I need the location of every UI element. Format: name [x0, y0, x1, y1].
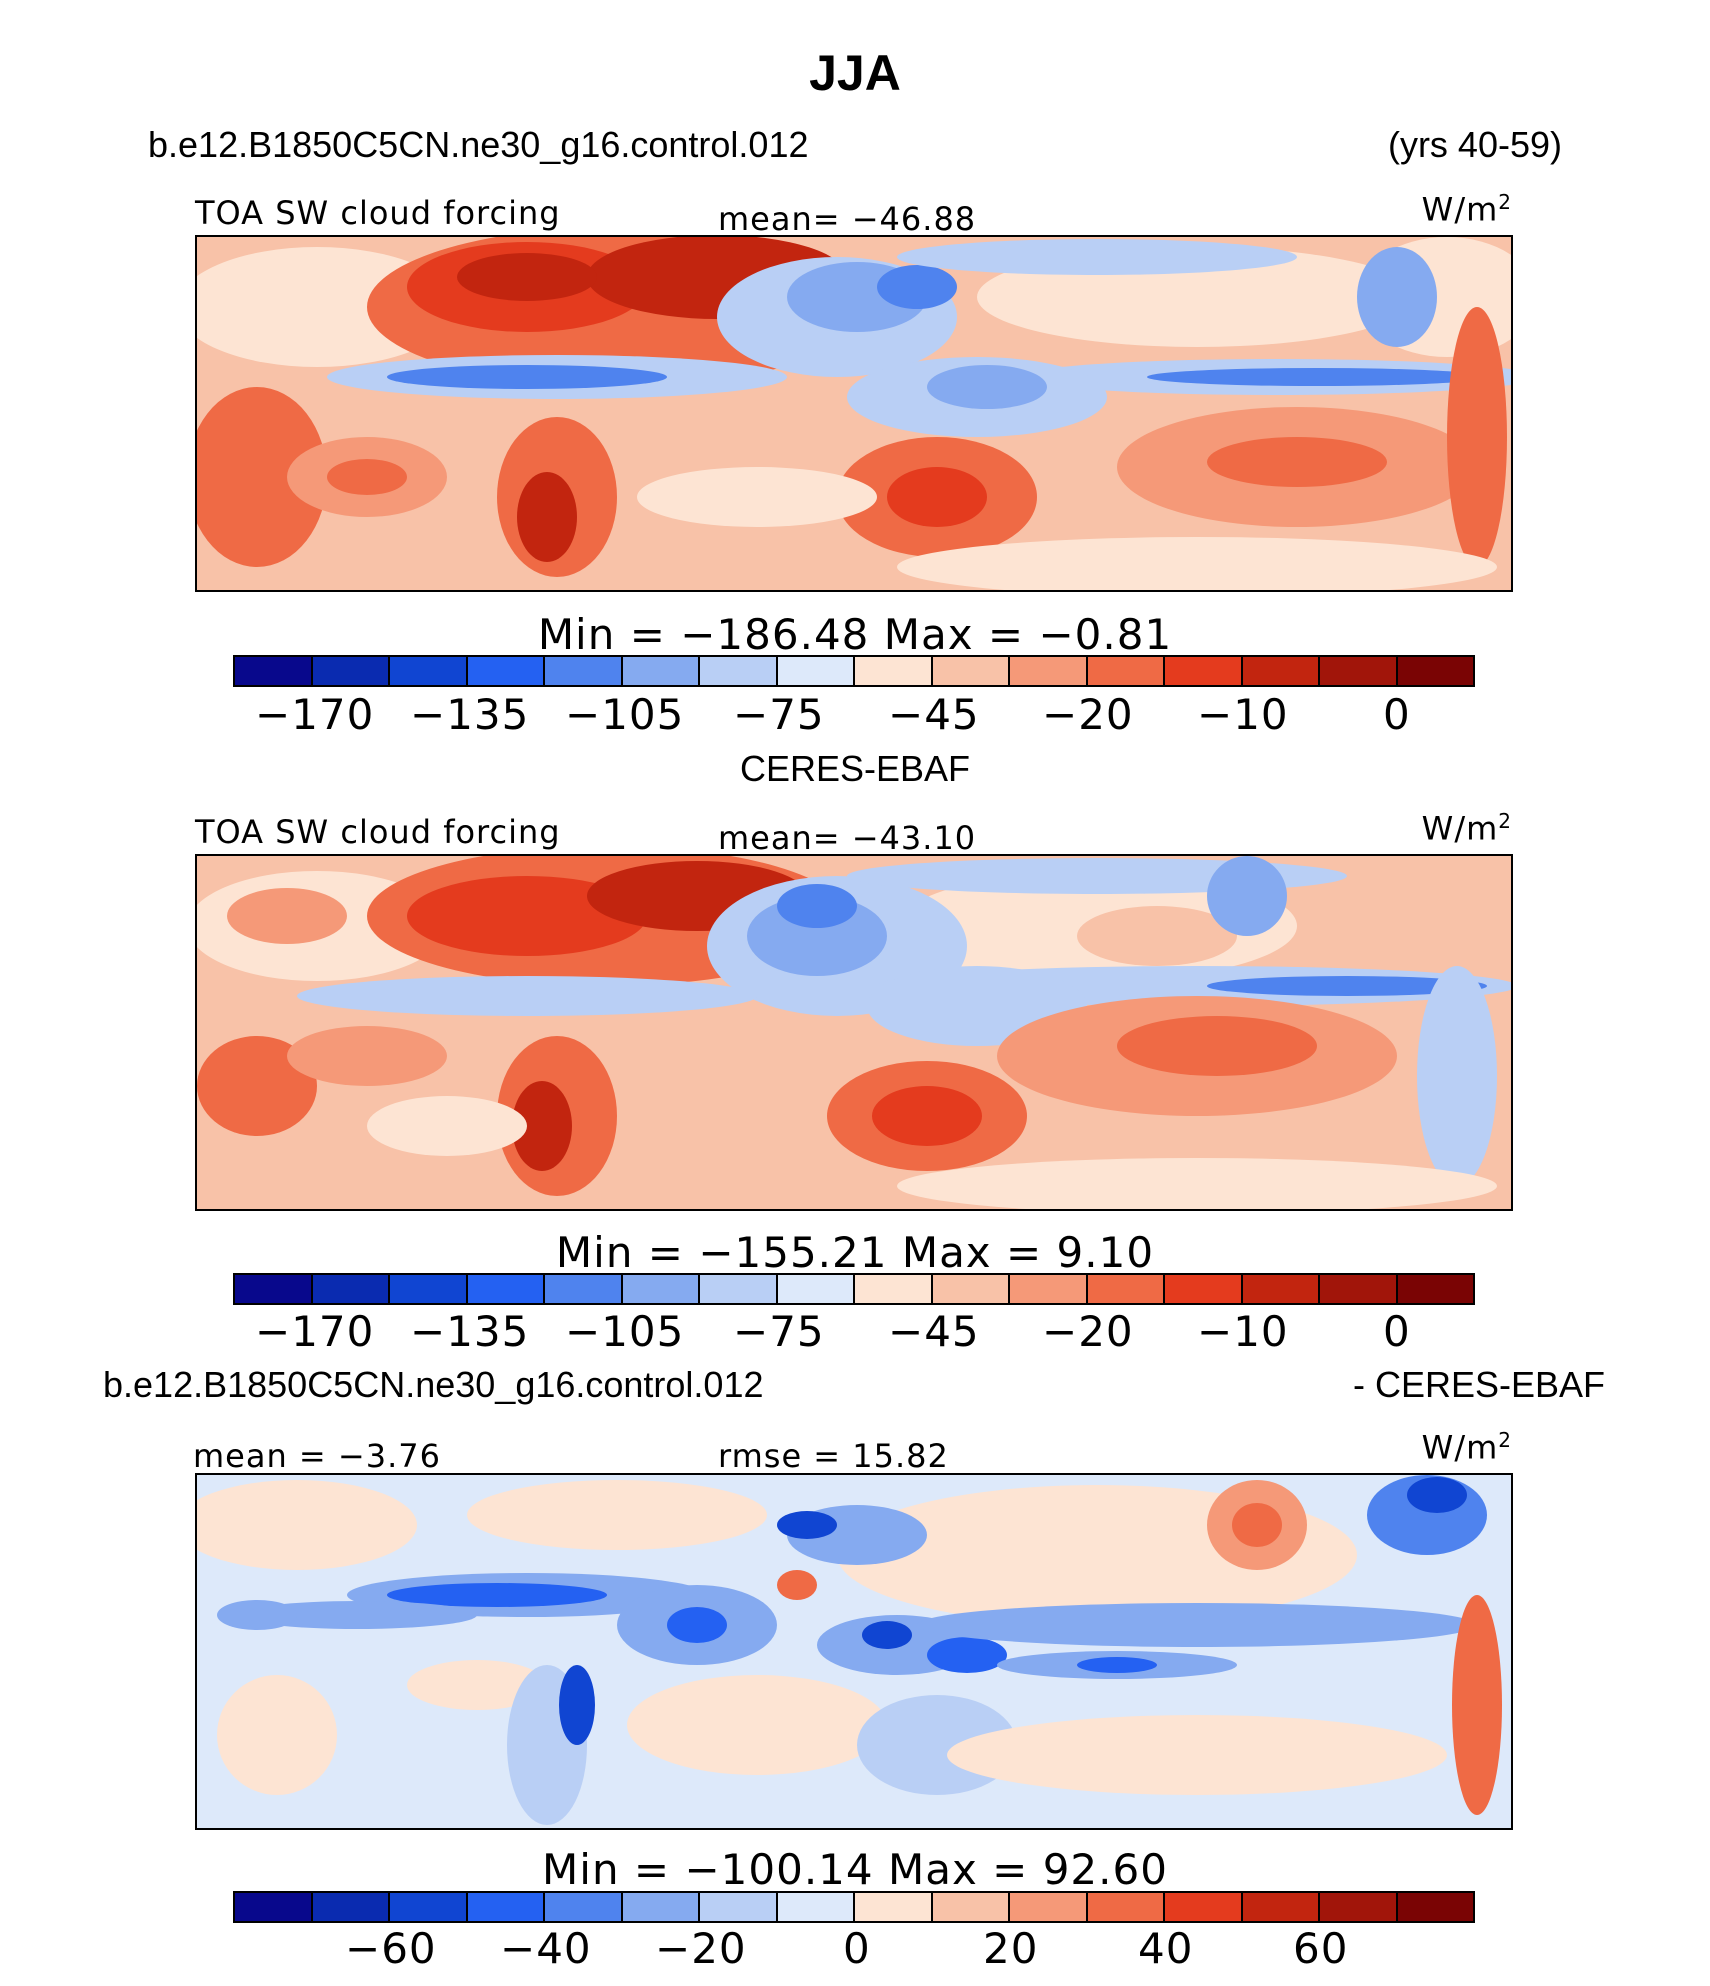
colorbar-tick: −10: [1197, 1307, 1289, 1356]
swatch: [467, 657, 545, 685]
colorbar-tick: −20: [1042, 1307, 1134, 1356]
swatch: [467, 1893, 545, 1921]
panel1-map: [195, 235, 1513, 592]
panel1-variable: TOA SW cloud forcing: [195, 194, 561, 232]
panel3-mean: mean = −3.76: [193, 1437, 441, 1475]
swatch: [1087, 1893, 1165, 1921]
swatch: [932, 657, 1010, 685]
swatch: [1087, 657, 1165, 685]
colorbar-tick: −135: [410, 1307, 530, 1356]
swatch: [777, 657, 855, 685]
swatch: [1010, 1893, 1088, 1921]
panel2-minmax: Min = −155.21 Max = 9.10: [555, 1228, 1155, 1277]
swatch: [1165, 1893, 1243, 1921]
colorbar-tick: −45: [888, 1307, 980, 1356]
swatch: [700, 1893, 778, 1921]
colorbar-tick: −105: [565, 1307, 685, 1356]
colorbar-tick: −60: [345, 1924, 437, 1973]
swatch: [1320, 657, 1398, 685]
colorbar-tick: −20: [655, 1924, 747, 1973]
swatch: [855, 1275, 933, 1303]
case-name: b.e12.B1850C5CN.ne30_g16.control.012: [148, 124, 809, 165]
swatch: [1320, 1275, 1398, 1303]
swatch: [1242, 657, 1320, 685]
colorbar-tick: −105: [565, 690, 685, 739]
panel2-units: W/m2: [1421, 809, 1512, 848]
page-title: JJA: [809, 45, 901, 101]
swatch: [390, 1893, 468, 1921]
colorbar-tick: 0: [1383, 1307, 1411, 1356]
swatch: [777, 1893, 855, 1921]
panel2-map: [195, 854, 1513, 1211]
colorbar-tick: −170: [255, 690, 375, 739]
colorbar-tick: −40: [500, 1924, 592, 1973]
swatch: [1242, 1893, 1320, 1921]
swatch: [312, 1893, 390, 1921]
swatch: [545, 1893, 623, 1921]
colorbar-tick: 0: [1383, 690, 1411, 739]
panel3-map: [195, 1473, 1513, 1830]
swatch: [390, 657, 468, 685]
swatch: [932, 1275, 1010, 1303]
swatch: [1397, 657, 1473, 685]
panel1-colorbar: [233, 655, 1475, 687]
swatch: [1397, 1275, 1473, 1303]
swatch: [235, 657, 313, 685]
colorbar-tick: 60: [1293, 1924, 1349, 1973]
swatch: [855, 1893, 933, 1921]
swatch: [622, 1275, 700, 1303]
swatch: [700, 657, 778, 685]
panel3-minmax: Min = −100.14 Max = 92.60: [542, 1845, 1168, 1894]
swatch: [1010, 657, 1088, 685]
panel2-variable: TOA SW cloud forcing: [195, 813, 561, 851]
panel3-rmse: rmse = 15.82: [718, 1437, 949, 1475]
colorbar-tick: 0: [843, 1924, 871, 1973]
swatch: [777, 1275, 855, 1303]
colorbar-tick: −20: [1042, 690, 1134, 739]
swatch: [1397, 1893, 1473, 1921]
panel3-subtitle-right: - CERES-EBAF: [1352, 1364, 1605, 1405]
swatch: [312, 657, 390, 685]
swatch: [545, 1275, 623, 1303]
swatch: [1165, 657, 1243, 685]
panel3-units: W/m2: [1421, 1428, 1512, 1467]
panel1-minmax: Min = −186.48 Max = −0.81: [537, 610, 1173, 659]
panel2-mean: mean= −43.10: [718, 819, 977, 857]
swatch: [855, 657, 933, 685]
swatch: [700, 1275, 778, 1303]
swatch: [1165, 1275, 1243, 1303]
swatch: [622, 1893, 700, 1921]
swatch: [932, 1893, 1010, 1921]
swatch: [1320, 1893, 1398, 1921]
swatch: [312, 1275, 390, 1303]
colorbar-tick: −170: [255, 1307, 375, 1356]
colorbar-tick: −135: [410, 690, 530, 739]
panel3-colorbar: [233, 1891, 1475, 1923]
colorbar-tick: 40: [1138, 1924, 1194, 1973]
colorbar-tick: −75: [733, 690, 825, 739]
panel1-units: W/m2: [1421, 190, 1512, 229]
panel1-mean: mean= −46.88: [718, 200, 977, 238]
colorbar-tick: −45: [888, 690, 980, 739]
panel3-subtitle-left: b.e12.B1850C5CN.ne30_g16.control.012: [103, 1364, 764, 1405]
panel2-colorbar: [233, 1273, 1475, 1305]
years-label: (yrs 40-59): [1387, 124, 1562, 165]
swatch: [235, 1893, 313, 1921]
swatch: [545, 657, 623, 685]
colorbar-tick: −10: [1197, 690, 1289, 739]
panel2-subtitle: CERES-EBAF: [739, 748, 971, 789]
swatch: [1087, 1275, 1165, 1303]
swatch: [235, 1275, 313, 1303]
colorbar-tick: −75: [733, 1307, 825, 1356]
swatch: [390, 1275, 468, 1303]
swatch: [1010, 1275, 1088, 1303]
colorbar-tick: 20: [983, 1924, 1039, 1973]
swatch: [467, 1275, 545, 1303]
swatch: [1242, 1275, 1320, 1303]
swatch: [622, 657, 700, 685]
